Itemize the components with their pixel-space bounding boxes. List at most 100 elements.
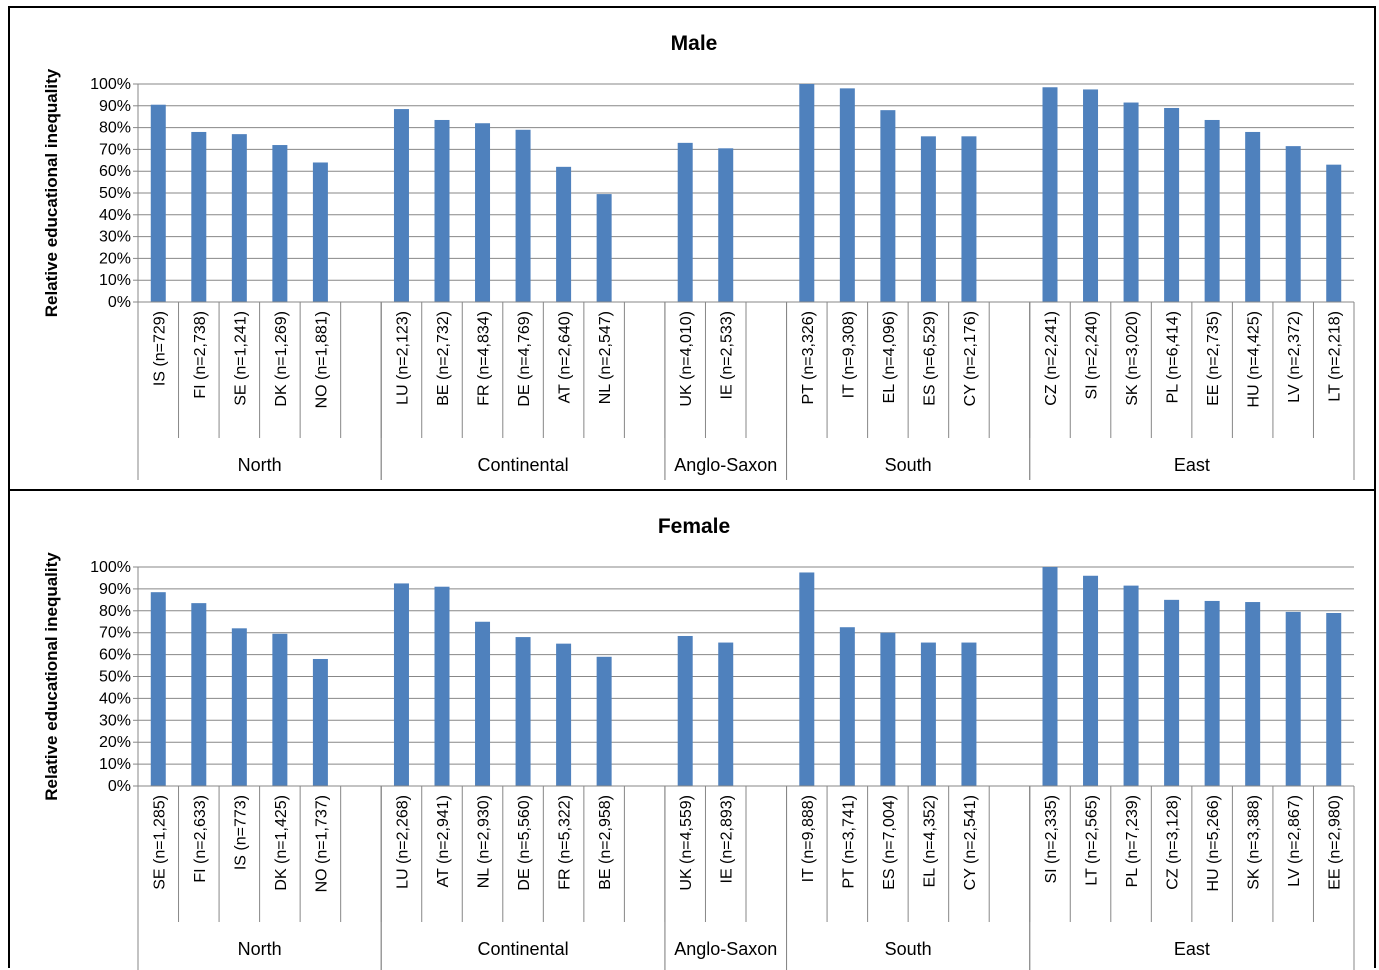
y-tick-label: 40%: [99, 207, 131, 224]
category-label: IE (n=2,533): [719, 311, 736, 400]
category-label: SE (n=1,285): [151, 795, 168, 890]
bar: [1083, 575, 1099, 786]
y-tick-label: 10%: [99, 272, 131, 289]
bar: [515, 637, 531, 786]
y-tick-label: 50%: [99, 669, 131, 686]
category-label: PT (n=3,326): [800, 311, 817, 405]
category-label: LV (n=2,372): [1286, 311, 1303, 403]
bar: [150, 592, 166, 786]
category-label: EE (n=2,980): [1327, 795, 1344, 890]
bar: [718, 148, 734, 302]
bar: [312, 658, 328, 786]
bar: [1123, 585, 1139, 786]
bar: [1285, 611, 1301, 786]
category-label: SI (n=2,335): [1043, 795, 1060, 884]
category-label: ES (n=7,004): [881, 795, 898, 890]
bar: [393, 109, 409, 302]
bar: [475, 621, 491, 786]
bar: [1164, 599, 1180, 786]
group-label: Continental: [478, 939, 569, 959]
bar: [880, 110, 896, 302]
group-label: South: [885, 455, 932, 475]
bar: [839, 88, 855, 302]
y-axis-label: Relative educational inequality: [42, 552, 61, 801]
y-tick-label: 70%: [99, 625, 131, 642]
bar: [191, 131, 207, 302]
category-label: PL (n=7,239): [1124, 795, 1141, 887]
category-label: DE (n=5,560): [516, 795, 533, 891]
y-tick-label: 20%: [99, 734, 131, 751]
group-label: East: [1174, 939, 1210, 959]
y-tick-label: 10%: [99, 756, 131, 773]
chart-title: Female: [658, 515, 730, 538]
category-label: IE (n=2,893): [719, 795, 736, 884]
bar: [1245, 602, 1261, 786]
group-label: East: [1174, 455, 1210, 475]
category-label: BE (n=2,958): [597, 795, 614, 890]
male-chart: Male Relative educational inequality 0% 10%…: [42, 32, 1355, 480]
y-tick-label: 80%: [99, 120, 131, 137]
category-label: SE (n=1,241): [232, 311, 249, 406]
category-label: LT (n=2,565): [1084, 795, 1101, 886]
category-label: LU (n=2,123): [394, 311, 411, 405]
category-label: FI (n=2,633): [192, 795, 209, 883]
bar: [556, 643, 572, 786]
category-label: LT (n=2,218): [1327, 311, 1344, 402]
category-label: IT (n=9,888): [800, 795, 817, 882]
category-label: HU (n=5,266): [1205, 795, 1222, 892]
bar: [839, 627, 855, 786]
bar: [150, 104, 166, 303]
group-label: South: [885, 939, 932, 959]
bar: [920, 136, 936, 302]
bar: [677, 142, 693, 302]
group-label: Continental: [478, 455, 569, 475]
group-label: North: [238, 939, 282, 959]
bar: [312, 162, 328, 302]
group-label: North: [238, 455, 282, 475]
category-label: BE (n=2,732): [435, 311, 452, 406]
category-label: CZ (n=3,128): [1165, 795, 1182, 890]
bar: [961, 642, 977, 786]
chart-title: Male: [671, 32, 718, 55]
category-label: LU (n=2,268): [394, 795, 411, 889]
y-tick-label: 90%: [99, 98, 131, 115]
category-label: NL (n=2,547): [597, 311, 614, 404]
bar: [1083, 89, 1099, 302]
y-tick-label: 50%: [99, 185, 131, 202]
female-chart: Female Relative educational inequality 0% 1…: [42, 515, 1355, 970]
bar: [1326, 612, 1342, 786]
bar: [1123, 102, 1139, 302]
category-label: LV (n=2,867): [1286, 795, 1303, 887]
category-label: AT (n=2,941): [435, 795, 452, 887]
bar: [1204, 600, 1220, 786]
y-tick-label: 60%: [99, 163, 131, 180]
bar: [1285, 146, 1301, 302]
category-label: SK (n=3,020): [1124, 311, 1141, 406]
female-chart-panel: Female Relative educational inequality 0% 1…: [8, 489, 1376, 970]
category-label: IS (n=773): [232, 795, 249, 870]
bar: [231, 134, 247, 302]
y-tick-label: 0%: [108, 294, 131, 311]
bar: [596, 194, 612, 302]
category-label: DK (n=1,269): [273, 311, 290, 407]
bar: [1204, 119, 1220, 302]
category-label: HU (n=4,425): [1246, 311, 1263, 408]
bar: [1042, 87, 1058, 303]
bar: [1042, 567, 1058, 786]
bar: [799, 84, 815, 302]
bar: [475, 123, 491, 303]
y-tick-label: 90%: [99, 581, 131, 598]
category-label: FI (n=2,738): [192, 311, 209, 399]
bar: [596, 656, 612, 786]
bar: [434, 586, 450, 786]
y-tick-label: 60%: [99, 647, 131, 664]
category-label: PT (n=3,741): [840, 795, 857, 889]
category-label: IS (n=729): [151, 311, 168, 386]
category-label: SI (n=2,240): [1084, 311, 1101, 400]
bar: [515, 129, 531, 302]
category-label: UK (n=4,010): [678, 311, 695, 407]
bar: [191, 603, 207, 786]
category-label: EL (n=4,096): [881, 311, 898, 403]
category-label: FR (n=4,834): [476, 311, 493, 406]
bar: [677, 635, 693, 786]
